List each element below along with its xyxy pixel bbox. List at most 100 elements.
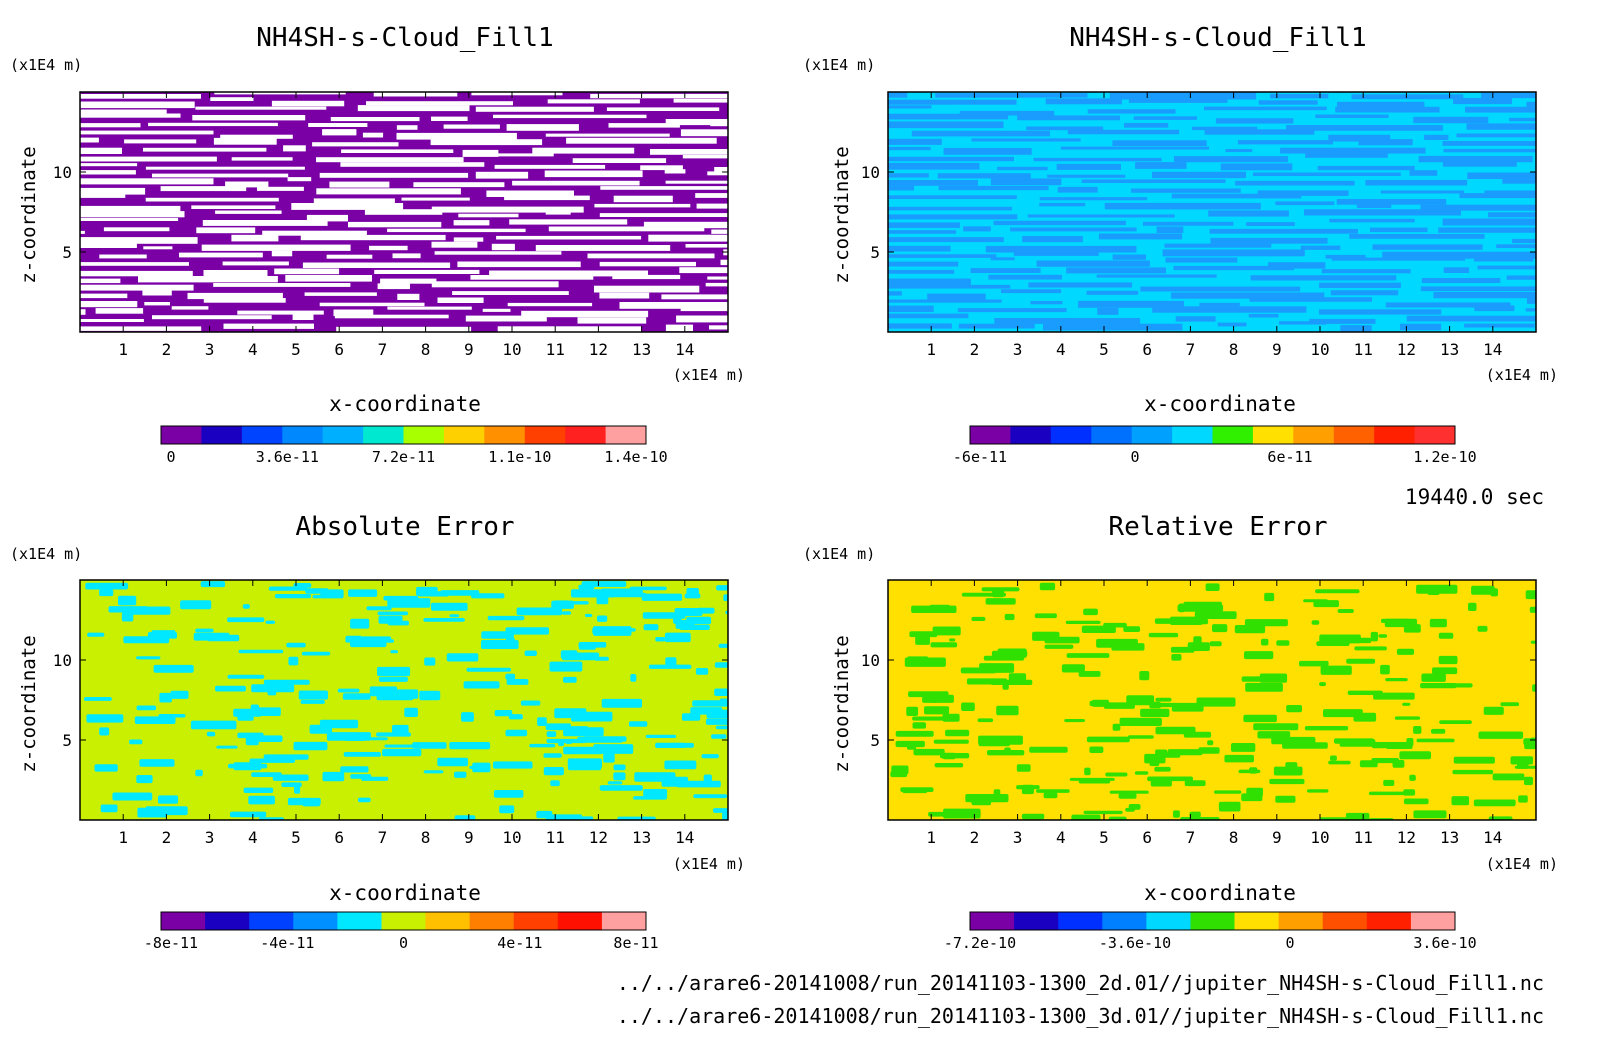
heatmap-patch bbox=[932, 626, 961, 636]
heatmap-patch bbox=[1253, 723, 1299, 731]
heatmap-streak bbox=[80, 101, 195, 109]
heatmap-streak bbox=[195, 106, 327, 110]
heatmap-patch bbox=[1167, 749, 1203, 756]
heatmap-patch bbox=[567, 758, 602, 769]
heatmap-patch bbox=[563, 727, 604, 737]
heatmap-patch bbox=[1066, 653, 1110, 658]
x-tick-label: 4 bbox=[1056, 340, 1066, 359]
heatmap-patch bbox=[981, 587, 1020, 592]
x-tick-label: 1 bbox=[926, 828, 936, 847]
heatmap-patch bbox=[979, 663, 1015, 673]
x-unit-label: (x1E4 m) bbox=[1486, 366, 1558, 384]
y-axis-label: z-coordinate bbox=[18, 635, 40, 772]
y-tick-label: 5 bbox=[870, 243, 880, 262]
heatmap-streak bbox=[348, 221, 442, 228]
heatmap-patch bbox=[1209, 641, 1222, 647]
heatmap-streak bbox=[203, 270, 268, 277]
x-axis-label: x-coordinate bbox=[1144, 392, 1296, 416]
heatmap-patch bbox=[481, 640, 519, 649]
x-tick-label: 13 bbox=[1440, 340, 1459, 359]
plot-frame bbox=[887, 91, 1537, 333]
heatmap-streak bbox=[714, 167, 728, 174]
heatmap-patch bbox=[1149, 701, 1161, 709]
y-tick-label: 10 bbox=[53, 163, 72, 182]
heatmap-streak bbox=[465, 315, 547, 322]
heatmap-patch bbox=[949, 638, 956, 642]
heatmap-patch bbox=[147, 632, 177, 639]
heatmap-patch bbox=[1439, 720, 1472, 724]
heatmap-streak bbox=[993, 220, 1126, 226]
heatmap-streak bbox=[888, 162, 980, 170]
x-tick-label: 10 bbox=[1310, 340, 1329, 359]
heatmap-streak bbox=[594, 203, 691, 208]
heatmap-patch bbox=[1194, 611, 1237, 619]
heatmap-streak bbox=[457, 261, 581, 268]
heatmap-streak bbox=[590, 93, 728, 99]
heatmap-streak bbox=[80, 319, 144, 322]
heatmap-patch bbox=[1021, 813, 1045, 820]
y-unit-label: (x1E4 m) bbox=[10, 545, 82, 563]
heatmap-streak bbox=[1279, 321, 1327, 325]
heatmap-streak bbox=[1438, 227, 1536, 233]
heatmap-streak bbox=[148, 122, 278, 127]
heatmap-streak bbox=[888, 237, 1004, 243]
heatmap-patch bbox=[1071, 814, 1101, 820]
heatmap-streak bbox=[124, 139, 197, 144]
heatmap-streak bbox=[220, 134, 293, 139]
heatmap-patch bbox=[1269, 778, 1305, 785]
heatmap-patch bbox=[1069, 777, 1115, 781]
x-tick-label: 10 bbox=[502, 340, 521, 359]
heatmap-patch bbox=[630, 674, 637, 682]
x-tick-label: 5 bbox=[291, 828, 301, 847]
y-tick-label: 5 bbox=[62, 243, 72, 262]
heatmap-patch bbox=[665, 657, 677, 667]
heatmap-patch bbox=[1134, 771, 1149, 775]
heatmap-patch bbox=[263, 754, 309, 760]
heatmap-patch bbox=[215, 685, 246, 692]
heatmap-streak bbox=[1215, 118, 1294, 124]
heatmap-patch bbox=[1103, 622, 1127, 628]
colorbar-label: 0 bbox=[1130, 448, 1139, 466]
heatmap-streak bbox=[994, 318, 1141, 324]
panel-title: NH4SH-s-Cloud_Fill1 bbox=[1069, 23, 1366, 53]
heatmap-streak bbox=[1066, 267, 1166, 274]
heatmap-streak bbox=[521, 310, 649, 318]
heatmap-streak bbox=[80, 301, 138, 308]
colorbar-swatch bbox=[1131, 426, 1173, 444]
heatmap-streak bbox=[988, 274, 1062, 280]
heatmap-patch bbox=[1008, 673, 1027, 684]
heatmap-patch bbox=[934, 763, 964, 768]
heatmap-streak bbox=[80, 94, 201, 99]
heatmap-streak bbox=[682, 155, 728, 159]
heatmap-patch bbox=[643, 789, 668, 798]
heatmap-streak bbox=[458, 213, 519, 218]
heatmap-patch bbox=[1171, 654, 1182, 661]
colorbar-swatch bbox=[161, 912, 206, 930]
heatmap-streak bbox=[80, 270, 193, 277]
heatmap-streak bbox=[1210, 237, 1328, 244]
heatmap-streak bbox=[888, 113, 1009, 120]
heatmap-streak bbox=[710, 121, 728, 127]
heatmap-patch bbox=[419, 690, 441, 701]
heatmap-streak bbox=[80, 130, 214, 135]
heatmap-streak bbox=[990, 257, 1015, 261]
colorbar-swatch bbox=[1050, 426, 1092, 444]
x-tick-label: 4 bbox=[1056, 828, 1066, 847]
heatmap-patch bbox=[366, 606, 392, 611]
heatmap-streak bbox=[1135, 162, 1187, 169]
heatmap-patch bbox=[286, 642, 306, 648]
heatmap-patch bbox=[1452, 769, 1494, 775]
heatmap-streak bbox=[1466, 123, 1536, 130]
heatmap-patch bbox=[424, 657, 436, 666]
heatmap-patch bbox=[596, 596, 609, 605]
x-tick-label: 6 bbox=[334, 828, 344, 847]
heatmap-streak bbox=[707, 276, 728, 280]
heatmap-streak bbox=[1382, 251, 1536, 259]
heatmap-patch bbox=[320, 589, 344, 599]
heatmap-patch bbox=[543, 767, 564, 776]
heatmap-patch bbox=[1231, 743, 1256, 752]
y-unit-label: (x1E4 m) bbox=[803, 56, 875, 74]
heatmap-streak bbox=[1464, 323, 1535, 328]
heatmap-patch bbox=[1438, 655, 1458, 665]
